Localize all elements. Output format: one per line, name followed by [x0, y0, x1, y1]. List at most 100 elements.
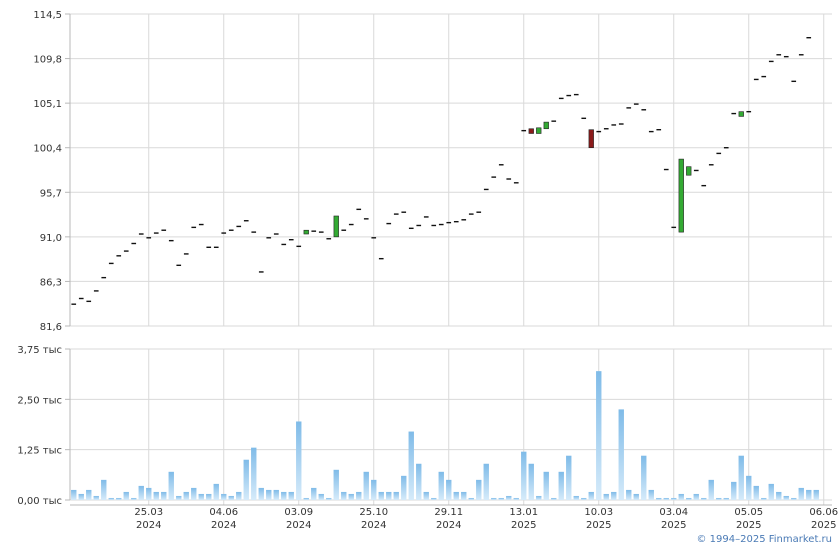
x-tick-date: 03.09	[284, 507, 313, 518]
price-y-axis: 114,5 109,8 105,1 100,4 95,7 91,0 86,3 81,6	[33, 10, 70, 333]
volume-bar	[213, 483, 219, 500]
x-tick-year: 2025	[511, 520, 536, 531]
volume-bar	[566, 455, 572, 500]
up-candle	[536, 127, 542, 134]
x-tick-date: 25.10	[359, 507, 388, 518]
volume-bar	[581, 497, 587, 500]
volume-bar	[476, 479, 482, 500]
up-candle	[738, 111, 744, 117]
volume-bar	[633, 493, 639, 500]
volume-bar	[251, 447, 257, 500]
volume-bar	[626, 489, 632, 500]
price-tick-label: 109,8	[33, 55, 62, 66]
price-tick-label: 86,3	[40, 277, 62, 288]
volume-tick-label: 0,00 тыс	[17, 496, 62, 507]
volume-bar	[356, 491, 362, 500]
volume-bar	[183, 491, 189, 500]
volume-bar	[468, 497, 474, 500]
volume-bar	[588, 491, 594, 500]
volume-bar	[783, 495, 789, 500]
x-tick-date: 25.03	[134, 507, 163, 518]
volume-bar	[326, 497, 332, 500]
plot-frames	[69, 14, 832, 506]
volume-bar	[641, 455, 647, 500]
volume-bar	[693, 493, 699, 500]
volume-bar	[761, 497, 767, 500]
price-tick-label: 105,1	[33, 99, 62, 110]
volume-bar	[371, 479, 377, 500]
volume-bar	[93, 495, 99, 500]
x-tick-date: 10.03	[584, 507, 613, 518]
volume-bar	[311, 487, 317, 500]
volume-bar	[431, 497, 437, 500]
volume-bar	[101, 479, 107, 500]
volume-tick-label: 3,75 тыс	[17, 345, 62, 356]
volume-bar	[461, 491, 467, 500]
volume-bar	[266, 489, 272, 500]
volume-bar	[363, 471, 369, 500]
x-tick-year: 2025	[661, 520, 686, 531]
x-tick-date: 03.04	[659, 507, 688, 518]
volume-bar	[603, 493, 609, 500]
price-tick-label: 81,6	[40, 322, 62, 333]
volume-bar	[206, 493, 212, 500]
volume-bar	[221, 493, 227, 500]
volume-bar	[191, 487, 197, 500]
volume-bar	[318, 493, 324, 500]
volume-bar	[153, 491, 159, 500]
volume-bar	[161, 491, 167, 500]
x-tick-year: 2025	[736, 520, 761, 531]
volume-bar	[438, 471, 444, 500]
volume-bar	[596, 371, 602, 500]
volume-bar	[663, 497, 669, 500]
volume-bar	[768, 483, 774, 500]
volume-bar	[813, 489, 819, 500]
up-candle	[543, 121, 549, 130]
volume-bar	[108, 497, 114, 500]
price-tick-label: 114,5	[33, 10, 62, 21]
volume-bar	[273, 489, 279, 500]
volume-bar	[423, 491, 429, 500]
volume-bar	[483, 463, 489, 500]
volume-tick-label: 1,25 тыс	[17, 446, 62, 457]
volume-bar	[281, 491, 287, 500]
volume-bar	[78, 493, 84, 500]
volume-bar	[656, 497, 662, 500]
volume-bar	[776, 491, 782, 500]
x-tick-year: 2025	[586, 520, 611, 531]
price-tick-label: 91,0	[40, 233, 62, 244]
volume-bar	[746, 475, 752, 500]
volume-bar	[341, 491, 347, 500]
x-tick-year: 2024	[286, 520, 311, 531]
volume-bar	[738, 455, 744, 500]
volume-bar	[648, 489, 654, 500]
volume-bar	[236, 491, 242, 500]
down-candle	[528, 128, 534, 134]
price-candles	[71, 37, 812, 305]
copyright-text: © 1994–2025 Finmarket.ru	[696, 534, 832, 545]
volume-bar	[521, 451, 527, 500]
x-tick-year: 2025	[811, 520, 836, 531]
volume-bar	[798, 487, 804, 500]
volume-bar	[558, 471, 564, 500]
volume-bar	[296, 421, 302, 500]
price-grid	[70, 13, 832, 327]
volume-bar	[731, 481, 737, 500]
volume-bar	[671, 497, 677, 500]
volume-bar	[806, 489, 812, 500]
volume-bar	[506, 495, 512, 500]
x-tick-date: 04.06	[209, 507, 238, 518]
volume-bar	[333, 469, 339, 500]
volume-bar	[243, 459, 249, 500]
volume-tick-label: 2,50 тыс	[17, 395, 62, 406]
volume-bar	[116, 497, 122, 500]
x-tick-date: 13.01	[509, 507, 538, 518]
volume-bar	[453, 491, 459, 500]
volume-bar	[686, 497, 692, 500]
up-candle	[678, 158, 684, 233]
volume-bar	[498, 497, 504, 500]
volume-bar	[723, 497, 729, 500]
up-candle	[686, 166, 692, 176]
volume-bar	[123, 491, 129, 500]
volume-bar	[678, 493, 684, 500]
